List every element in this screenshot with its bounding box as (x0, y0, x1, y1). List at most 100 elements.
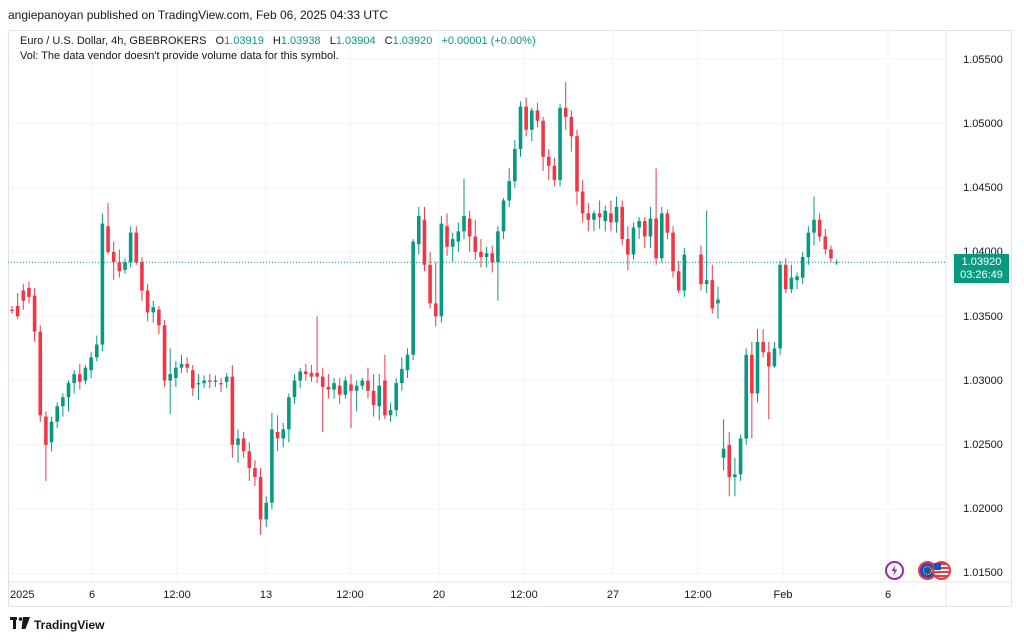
candle-body (755, 341, 760, 394)
candle-body (530, 110, 534, 130)
candle (83, 365, 88, 385)
candle-body (224, 376, 229, 382)
candle (654, 168, 658, 265)
candle (157, 305, 161, 335)
candle-body (140, 262, 144, 291)
candle (304, 363, 308, 381)
candle (309, 365, 314, 382)
candle-body (631, 227, 636, 255)
candle (49, 416, 54, 452)
x-tick-label: Feb (774, 589, 793, 601)
bar-countdown: 03:26:49 (960, 269, 1003, 281)
candle-body (21, 290, 26, 301)
candle (213, 375, 218, 387)
candle (569, 110, 574, 152)
candle-body (580, 191, 585, 214)
candle-body (270, 429, 274, 503)
candle (281, 422, 285, 448)
candle (179, 354, 184, 373)
candle-body (191, 370, 195, 389)
candlestick-chart[interactable]: 1.05500 1.05000 1.04500 1.04000 1.03500 … (8, 30, 1012, 607)
candle-body (349, 384, 353, 391)
candle-body (665, 213, 670, 233)
candle (829, 245, 833, 263)
last-price-tag: 1.03920 03:26:49 (954, 254, 1009, 283)
candle (558, 104, 562, 187)
candle (360, 377, 365, 390)
lightning-icon[interactable] (885, 561, 904, 580)
candle-body (360, 380, 365, 386)
symbol-label[interactable]: Euro / U.S. Dollar, 4h, GBEBROKERS (20, 35, 207, 47)
high-label: H (272, 35, 281, 47)
candle (117, 249, 122, 278)
candle (710, 264, 715, 314)
footer-brand[interactable]: TradingView (10, 617, 104, 632)
candle-body (603, 210, 608, 222)
candle (490, 245, 495, 273)
candle (614, 196, 619, 233)
candle-body (326, 386, 331, 390)
candle (89, 352, 93, 378)
candle (224, 372, 229, 389)
candle-body (710, 280, 715, 309)
candle (388, 402, 393, 422)
brand-name: TradingView (34, 617, 105, 632)
candle-body (55, 406, 59, 422)
candle (603, 205, 608, 232)
candle (609, 200, 613, 232)
candle-body (761, 341, 765, 353)
candle-body (671, 232, 675, 272)
candle (563, 82, 568, 130)
candle-body (275, 431, 280, 439)
candle (524, 97, 528, 137)
candle (78, 363, 82, 390)
candle (580, 179, 585, 223)
candle-body (304, 371, 308, 375)
candle-body (727, 444, 732, 478)
candle-body (10, 309, 14, 312)
candle-body (744, 354, 748, 439)
chart-frame[interactable] (8, 30, 1012, 607)
candle-body (563, 107, 568, 117)
candle-body (552, 165, 557, 180)
candle-body (49, 421, 54, 443)
candle (366, 367, 370, 399)
flag-us-icon[interactable] (932, 561, 951, 580)
candle (253, 460, 257, 487)
candle (484, 246, 489, 268)
candle (332, 377, 336, 399)
candle-body (128, 232, 133, 263)
candle-body (592, 213, 596, 220)
low-label: L (329, 35, 336, 47)
candle-body (32, 295, 37, 332)
open-value: 1.03919 (224, 35, 264, 47)
candle-body (546, 156, 551, 166)
candle-body (428, 264, 432, 304)
candle (592, 210, 596, 232)
candle-body (767, 352, 771, 367)
candle (270, 412, 274, 510)
candle-body (654, 218, 658, 259)
candle (812, 196, 816, 246)
candle (241, 431, 246, 458)
candle (236, 429, 240, 463)
high-value: 1.03938 (280, 35, 321, 47)
y-tick-label: 1.02500 (963, 439, 1003, 451)
y-tick-label: 1.04500 (963, 182, 1003, 194)
candle-body (817, 219, 822, 237)
candle-body (371, 390, 376, 405)
candle-body (682, 254, 687, 291)
candle (648, 206, 653, 249)
candle (450, 232, 455, 263)
candle (597, 200, 602, 229)
x-tick-label: 27 (607, 589, 619, 601)
candle-body (795, 276, 799, 281)
candle-body (38, 331, 43, 416)
candle-body (467, 218, 472, 237)
candle (513, 140, 517, 188)
candle-body (704, 280, 709, 285)
candle (320, 367, 325, 432)
candle (518, 101, 523, 157)
candle-body (496, 231, 500, 263)
candle (128, 226, 133, 268)
